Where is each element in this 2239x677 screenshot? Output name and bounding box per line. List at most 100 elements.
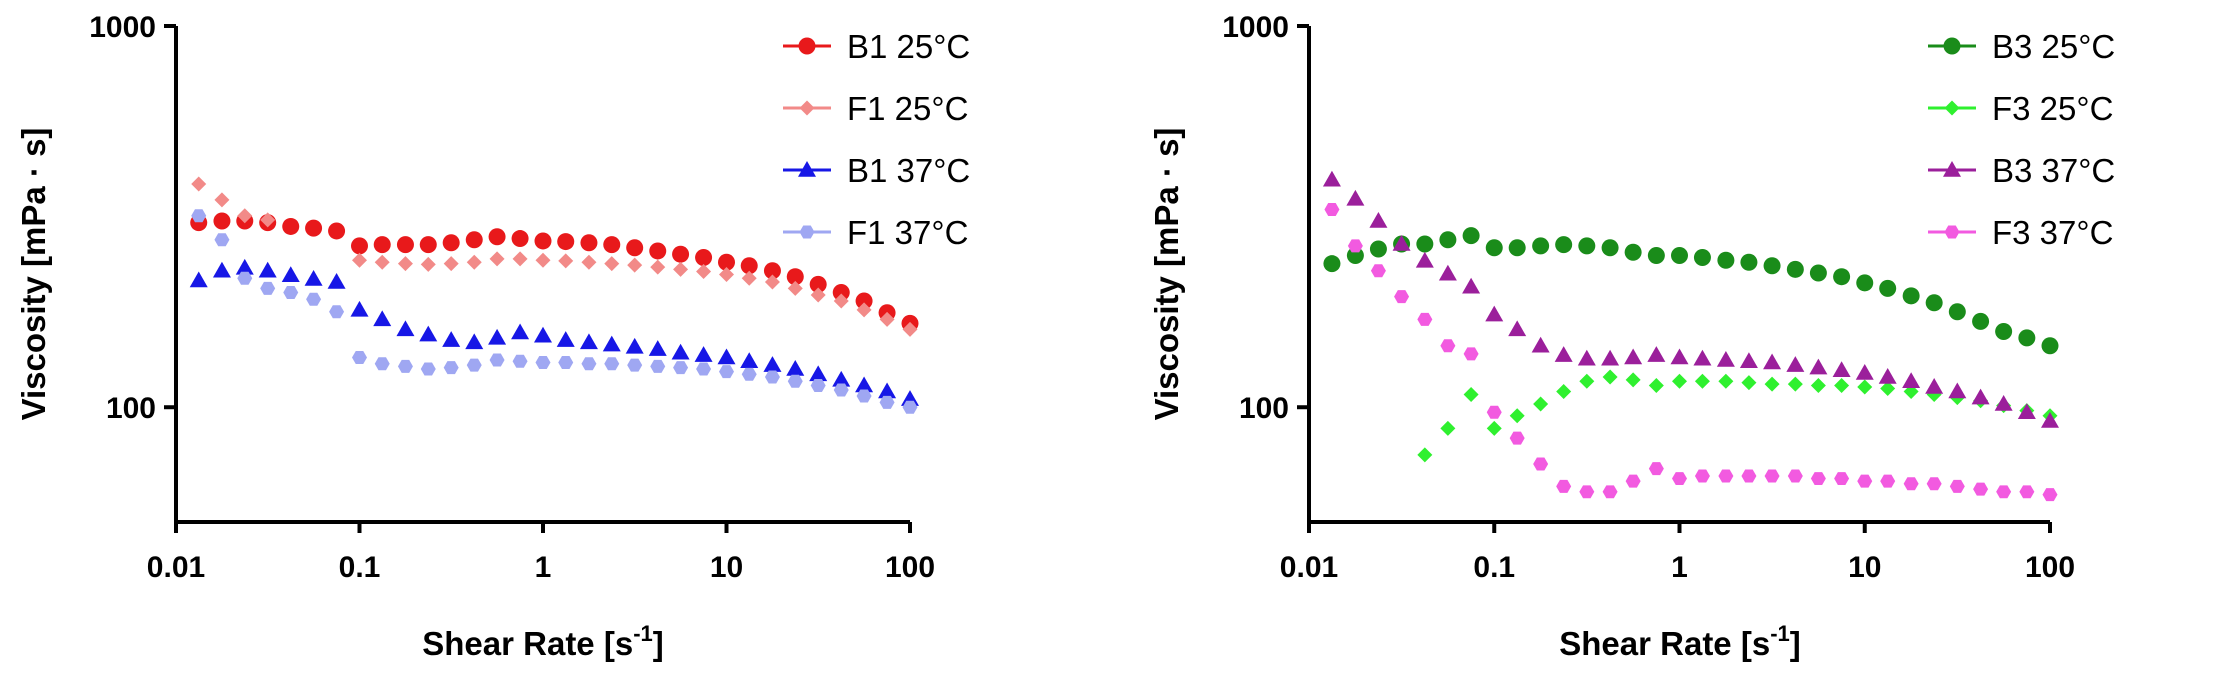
y-axis-title: Viscosity [mPa · s] (15, 128, 52, 421)
x-axis-title: Shear Rate [s-1] (422, 621, 664, 662)
legend-marker (1943, 161, 1961, 177)
data-point (809, 365, 828, 382)
data-point (1809, 264, 1827, 282)
data-point (557, 233, 575, 251)
data-point (442, 331, 461, 347)
data-point (695, 249, 713, 267)
data-point (443, 361, 459, 375)
data-point (1647, 346, 1666, 362)
data-point (604, 357, 620, 371)
data-point (556, 331, 575, 347)
data-point (1994, 394, 2013, 411)
data-point (1925, 294, 1943, 312)
data-point (488, 328, 507, 345)
data-point (602, 335, 621, 352)
data-point (1508, 320, 1527, 337)
x-axis-title: Shear Rate [s-1] (1559, 621, 1801, 662)
data-point (1903, 477, 1919, 491)
data-point (1323, 255, 1341, 273)
series-b3-37-c (1322, 170, 2059, 428)
data-point (535, 252, 551, 268)
legend-item: F1 25°C (783, 90, 968, 127)
data-point (304, 269, 323, 286)
data-point (1764, 469, 1780, 483)
data-point (443, 256, 459, 272)
legend-label: B3 37°C (1992, 152, 2115, 189)
data-point (740, 352, 759, 369)
x-tick-label: 0.1 (339, 551, 381, 584)
data-point (1346, 189, 1365, 206)
legend-left: B1 25°C F1 25°C B1 37°C F1 37°C (783, 28, 970, 251)
data-point (1555, 236, 1573, 254)
data-point (419, 236, 437, 254)
data-point (488, 228, 506, 246)
data-point (1880, 474, 1896, 488)
x-tick-label: 1 (1671, 551, 1688, 584)
data-point (329, 305, 345, 319)
data-point (719, 266, 734, 282)
data-point (1647, 247, 1665, 265)
data-point (260, 281, 276, 295)
data-point (2041, 337, 2059, 355)
data-point (327, 273, 346, 289)
x-tick-label: 0.1 (1473, 551, 1515, 584)
data-point (1416, 235, 1434, 253)
data-point (283, 285, 299, 299)
series-f1-37-c (191, 209, 918, 414)
x-tick-label: 100 (885, 551, 935, 584)
data-point (627, 358, 643, 372)
data-point (786, 359, 805, 376)
x-tick-label: 10 (1848, 551, 1881, 584)
data-point (466, 358, 482, 372)
data-point (214, 192, 230, 208)
data-point (1833, 268, 1851, 286)
data-point (1509, 431, 1525, 445)
data-point (580, 234, 598, 252)
data-point (649, 242, 667, 260)
data-point (1532, 237, 1550, 255)
data-point (604, 256, 620, 272)
data-point (2017, 403, 2036, 420)
data-point (191, 176, 207, 192)
series-f3-25-c (1417, 369, 2058, 463)
data-point (1463, 347, 1479, 361)
data-point (1486, 405, 1502, 419)
data-point (1996, 485, 2012, 499)
data-point (1856, 274, 1874, 292)
legend-marker (1943, 37, 1961, 55)
data-point (281, 266, 300, 282)
data-point (878, 382, 897, 399)
data-point (1485, 305, 1504, 322)
data-point (1809, 358, 1828, 375)
data-point (1741, 469, 1757, 483)
data-point (350, 300, 369, 317)
data-point (373, 236, 391, 254)
data-point (833, 383, 849, 397)
data-point (1533, 457, 1549, 471)
data-point (1855, 363, 1874, 380)
data-point (1601, 349, 1620, 366)
data-point (1462, 227, 1480, 245)
data-point (396, 236, 414, 254)
data-point (1577, 349, 1596, 366)
y-tick-label: 1000 (89, 11, 156, 44)
data-point (397, 256, 413, 272)
data-point (213, 212, 231, 230)
data-point (1392, 235, 1411, 251)
data-point (1440, 420, 1456, 436)
data-point (901, 390, 919, 406)
y-tick-label: 1000 (1222, 11, 1289, 44)
data-point (581, 254, 597, 270)
x-axis-title-superscript: -1 (1770, 621, 1790, 646)
data-point (191, 209, 207, 223)
legend-label: F3 25°C (1992, 90, 2113, 127)
data-point (832, 370, 851, 387)
data-point (534, 326, 552, 343)
data-point (879, 395, 895, 409)
legend-marker (799, 225, 815, 239)
data-point (1579, 373, 1595, 389)
data-point (1671, 247, 1688, 265)
data-point (1624, 243, 1642, 261)
data-point (786, 268, 804, 286)
